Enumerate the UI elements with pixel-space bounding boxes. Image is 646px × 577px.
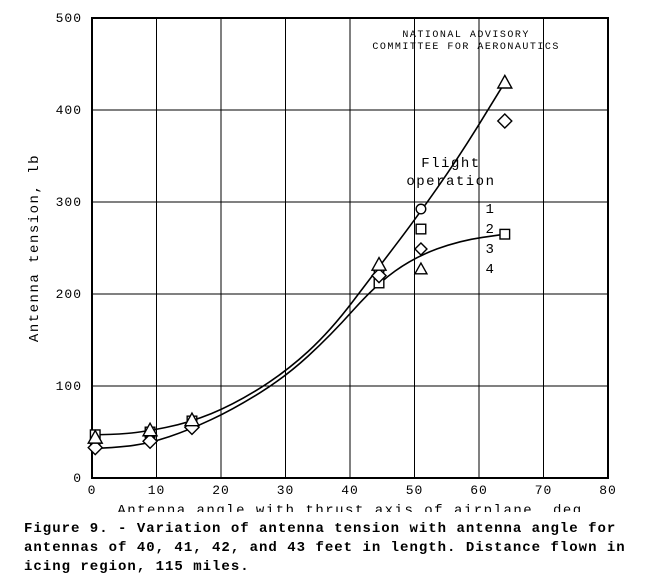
legend-item-label: 1 [485, 202, 494, 218]
x-tick-label: 80 [599, 483, 617, 498]
x-tick-label: 30 [277, 483, 295, 498]
y-axis-label: Antenna tension, lb [27, 154, 43, 342]
x-tick-label: 50 [406, 483, 424, 498]
y-tick-label: 100 [56, 379, 82, 394]
legend-item-label: 4 [485, 262, 494, 278]
chart-header-line: NATIONAL ADVISORY [402, 30, 530, 41]
figure-caption: Figure 9. - Variation of antenna tension… [24, 520, 630, 577]
x-tick-label: 0 [88, 483, 97, 498]
x-tick-label: 10 [148, 483, 166, 498]
x-tick-label: 40 [341, 483, 359, 498]
legend-title-line: Flight [421, 156, 480, 172]
antenna-tension-chart: 0 10 20 30 40 50 60 70 80 0 100 200 300 400 500 Antenna… [0, 0, 646, 512]
caption-text: Figure 9. - Variation of antenna tension… [24, 521, 626, 575]
legend-item-label: 3 [485, 242, 494, 258]
y-tick-label: 400 [56, 103, 82, 118]
x-tick-label: 70 [535, 483, 553, 498]
x-tick-label: 60 [470, 483, 488, 498]
legend-title-line: operation [406, 174, 495, 190]
chart-header-line: COMMITTEE FOR AERONAUTICS [372, 42, 560, 53]
y-tick-label: 500 [56, 11, 82, 26]
x-axis-label: Antenna angle with thrust axis of airpla… [117, 503, 582, 512]
y-tick-label: 200 [56, 287, 82, 302]
x-tick-label: 20 [212, 483, 230, 498]
y-tick-label: 0 [73, 471, 82, 486]
y-tick-label: 300 [56, 195, 82, 210]
legend-item-label: 2 [485, 222, 494, 238]
